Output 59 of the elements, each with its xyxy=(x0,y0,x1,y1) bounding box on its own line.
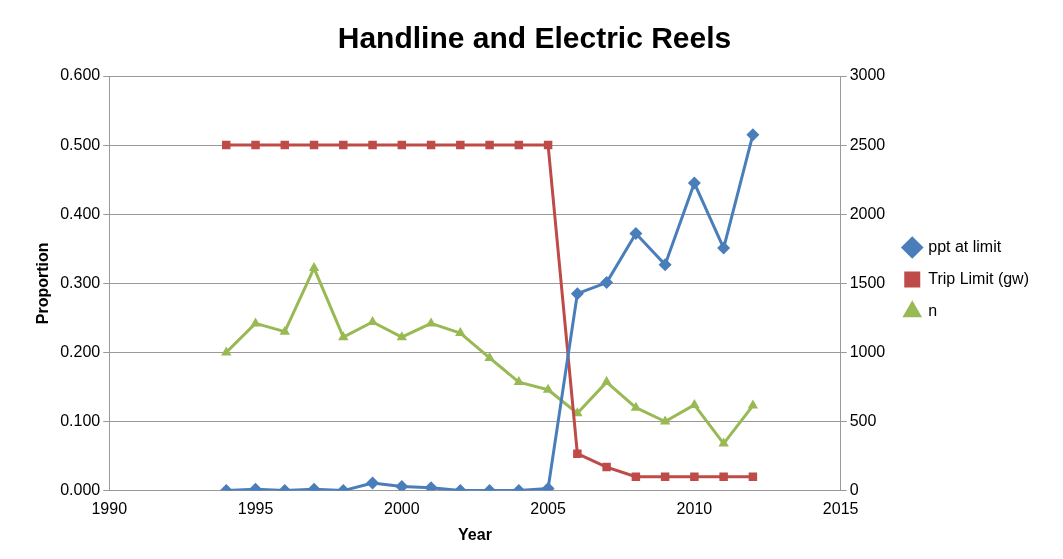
y-tick-label: 0.500 xyxy=(60,135,101,153)
point xyxy=(658,258,672,272)
point xyxy=(395,479,409,491)
y-tick-label: 0.000 xyxy=(60,481,101,499)
point xyxy=(456,140,465,150)
point xyxy=(308,262,320,272)
y2-tick-label: 0 xyxy=(849,481,859,499)
legend-label: Trip Limit (gw) xyxy=(928,269,1030,287)
x-tick-label: 2000 xyxy=(384,499,420,517)
point xyxy=(717,241,731,255)
point xyxy=(455,327,466,337)
x-tick-label: 2015 xyxy=(822,499,859,517)
point xyxy=(570,287,584,301)
point xyxy=(573,449,582,458)
x-tick-label: 2005 xyxy=(530,499,566,517)
chart-title: Handline and Electric Reels xyxy=(337,21,732,55)
point xyxy=(485,140,494,150)
y-axis-title: Proportion xyxy=(34,242,52,325)
point xyxy=(601,376,612,386)
point xyxy=(222,140,231,150)
x-tick-label: 1990 xyxy=(91,499,128,517)
point xyxy=(602,462,611,472)
point xyxy=(368,140,377,150)
point xyxy=(542,383,554,393)
point xyxy=(687,176,701,190)
y-tick-label: 0.400 xyxy=(60,204,101,222)
point xyxy=(339,140,348,150)
point xyxy=(279,325,290,335)
legend-label: n xyxy=(928,301,938,319)
point xyxy=(600,276,614,290)
x-axis-title: Year xyxy=(458,525,492,543)
point xyxy=(718,437,729,447)
point xyxy=(690,472,699,482)
y2-tick-label: 3000 xyxy=(849,66,886,84)
point xyxy=(513,376,525,386)
point xyxy=(629,227,643,241)
point xyxy=(659,415,671,425)
x-tick-label: 1995 xyxy=(237,499,274,517)
y-tick-label: 0.300 xyxy=(60,273,101,291)
y2-tick-label: 2000 xyxy=(849,204,886,222)
point xyxy=(747,399,759,409)
point xyxy=(719,472,728,482)
y-tick-label: 0.200 xyxy=(60,342,101,360)
point xyxy=(251,140,260,150)
point xyxy=(396,331,408,341)
y-tick-label: 0.100 xyxy=(60,411,101,429)
y2-tick-label: 1500 xyxy=(849,273,886,291)
y2-tick-label: 1000 xyxy=(849,342,886,360)
point xyxy=(367,316,378,325)
point xyxy=(484,351,495,361)
point xyxy=(338,331,349,341)
point xyxy=(746,128,760,142)
y2-tick-label: 2500 xyxy=(849,135,886,153)
y2-tick-label: 500 xyxy=(849,411,877,429)
point xyxy=(689,398,700,408)
y-tick-label: 0.600 xyxy=(60,66,101,84)
x-tick-label: 2010 xyxy=(676,499,713,517)
point xyxy=(250,317,261,327)
legend-label: ppt at limit xyxy=(928,237,1002,255)
